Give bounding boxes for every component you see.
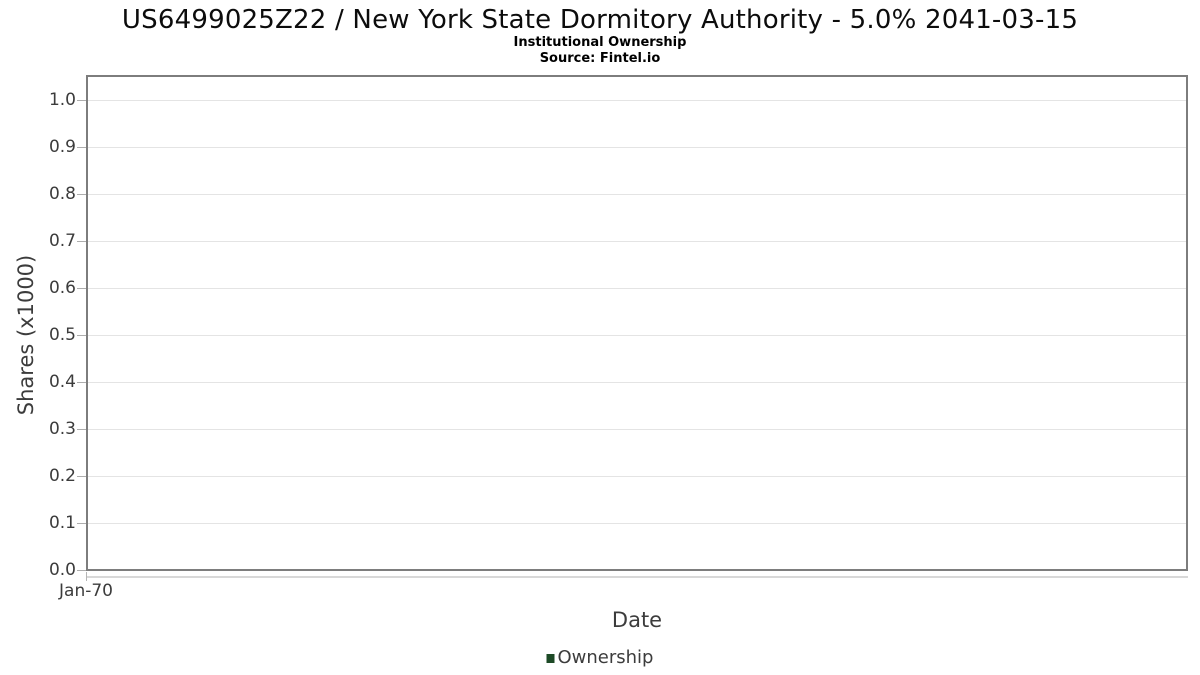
y-tick-label: 0.0 <box>48 560 76 580</box>
y-tick-mark <box>77 100 86 101</box>
gridline <box>88 476 1186 477</box>
x-tick-mark <box>86 572 87 581</box>
y-tick-label: 0.5 <box>48 325 76 345</box>
y-axis-title: Shares (x1000) <box>14 254 38 416</box>
y-tick-mark <box>77 382 86 383</box>
chart-source-credit: Source: Fintel.io <box>539 51 661 66</box>
x-axis-line <box>86 576 1188 578</box>
y-tick-mark <box>77 476 86 477</box>
x-tick-label: Jan-70 <box>59 581 113 601</box>
gridline <box>88 194 1186 195</box>
gridline <box>88 382 1186 383</box>
ownership-series-swatch-icon <box>546 653 555 663</box>
y-tick-mark <box>77 429 86 430</box>
gridline <box>88 523 1186 524</box>
y-tick-mark <box>77 194 86 195</box>
chart-title: US6499025Z22 / New York State Dormitory … <box>121 5 1079 35</box>
y-tick-label: 0.1 <box>48 513 76 533</box>
y-tick-label: 0.2 <box>48 466 76 486</box>
gridline <box>88 241 1186 242</box>
plot-area <box>86 75 1188 571</box>
y-tick-label: 0.6 <box>48 278 76 298</box>
y-tick-mark <box>77 523 86 524</box>
gridline <box>88 335 1186 336</box>
y-tick-mark <box>77 570 86 571</box>
legend-ownership-label: Ownership <box>557 647 654 668</box>
legend-item-ownership[interactable]: Ownership <box>546 646 654 670</box>
chart-subtitle: Institutional Ownership <box>513 35 687 50</box>
x-axis-title: Date <box>611 608 663 632</box>
y-tick-mark <box>77 335 86 336</box>
gridline <box>88 147 1186 148</box>
y-tick-label: 0.7 <box>48 231 76 251</box>
gridline <box>88 100 1186 101</box>
y-tick-label: 0.4 <box>48 372 76 392</box>
gridline <box>88 429 1186 430</box>
y-tick-label: 0.3 <box>48 419 76 439</box>
gridline <box>88 288 1186 289</box>
y-tick-label: 1.0 <box>48 90 76 110</box>
y-tick-mark <box>77 288 86 289</box>
y-tick-label: 0.9 <box>48 137 76 157</box>
y-tick-mark <box>77 147 86 148</box>
y-tick-label: 0.8 <box>48 184 76 204</box>
y-tick-mark <box>77 241 86 242</box>
